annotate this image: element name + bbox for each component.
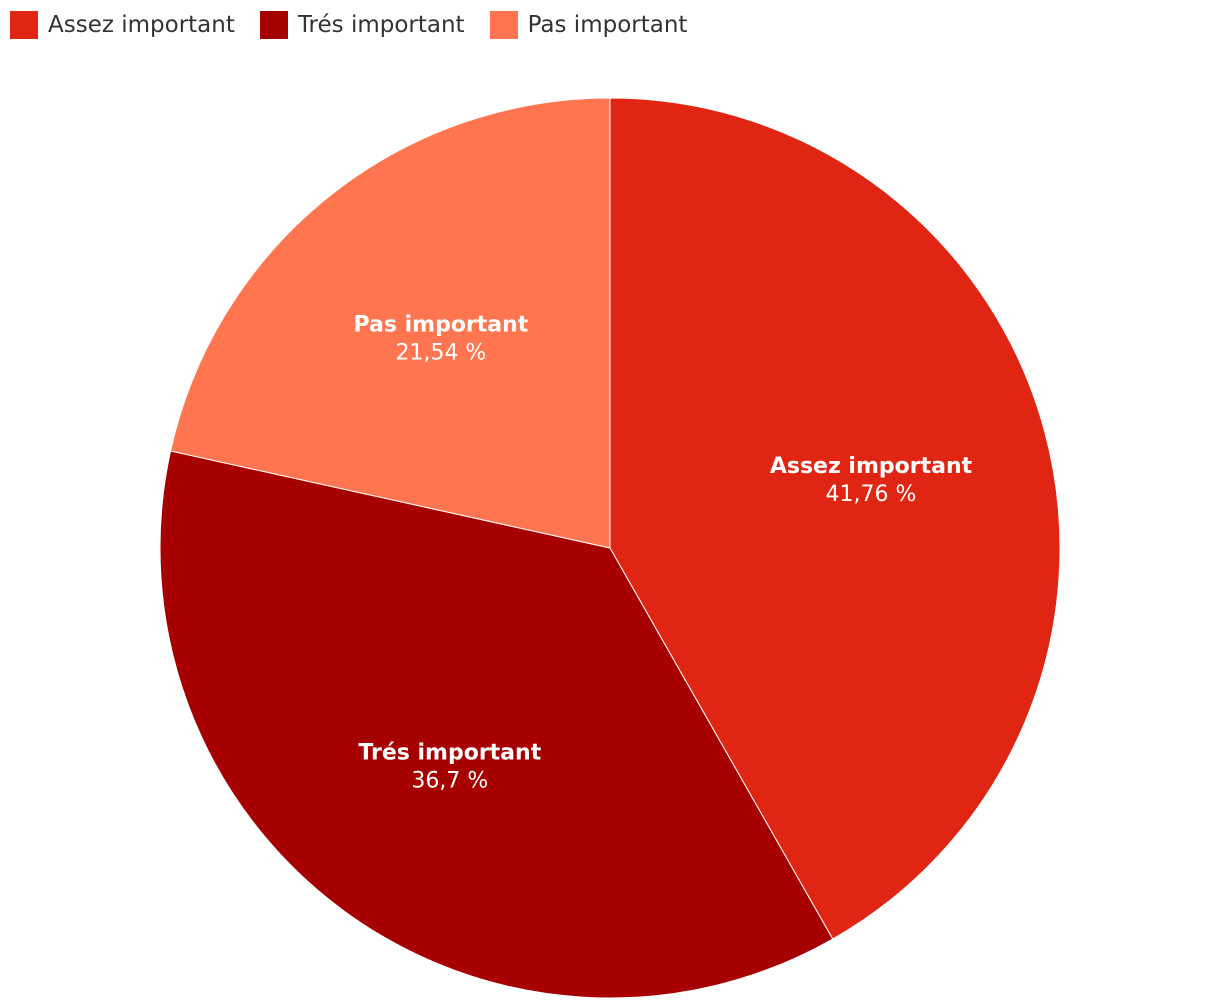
legend-swatch xyxy=(489,11,518,39)
slice-label: Trés important xyxy=(358,740,541,765)
pie-slice-tr-s-important[interactable] xyxy=(159,450,834,999)
pie-slice-assez-important[interactable] xyxy=(609,97,1061,940)
chart-legend: Assez important Trés important Pas impor… xyxy=(10,8,712,42)
legend-label: Trés important xyxy=(297,12,465,38)
slice-label: Pas important xyxy=(353,313,528,338)
slice-value-label: 41,76 % xyxy=(826,482,917,507)
slice-value-label: 21,54 % xyxy=(395,341,486,366)
pie-slices xyxy=(159,97,1061,999)
legend-label: Pas important xyxy=(527,12,688,38)
legend-item-pas-important[interactable]: Pas important xyxy=(489,11,688,39)
slice-value-label: 36,7 % xyxy=(411,768,488,793)
legend-label: Assez important xyxy=(48,12,235,38)
slice-label: Assez important xyxy=(770,454,973,479)
legend-swatch xyxy=(259,11,288,39)
legend-swatch xyxy=(10,11,38,39)
pie-data-labels: Assez important 41,76 % Trés important 36,7… xyxy=(353,313,972,794)
pie-slice-pas-important[interactable] xyxy=(169,97,611,549)
legend-item-tres-important[interactable]: Trés important xyxy=(259,11,465,39)
legend-item-assez-important[interactable]: Assez important xyxy=(10,11,235,39)
